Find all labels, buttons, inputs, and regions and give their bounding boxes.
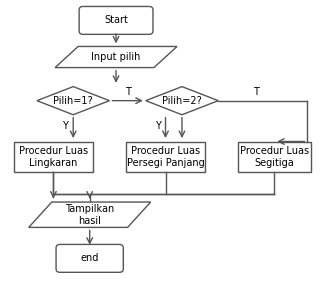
Text: T: T (125, 87, 130, 97)
Text: Pilih=1?: Pilih=1? (53, 96, 93, 106)
FancyBboxPatch shape (56, 245, 123, 272)
Polygon shape (37, 87, 110, 115)
Text: Procedur Luas
Lingkaran: Procedur Luas Lingkaran (19, 146, 88, 168)
Text: Start: Start (104, 15, 128, 25)
Text: Pilih=2?: Pilih=2? (162, 96, 202, 106)
Bar (238, 142, 310, 172)
Text: Y: Y (155, 121, 161, 131)
Text: Y: Y (62, 121, 68, 131)
Text: end: end (80, 253, 99, 263)
Polygon shape (55, 46, 177, 68)
Bar (14, 142, 93, 172)
Text: Procedur Luas
Persegi Panjang: Procedur Luas Persegi Panjang (127, 146, 204, 168)
Polygon shape (29, 202, 151, 228)
Text: Procedur Luas
Segitiga: Procedur Luas Segitiga (240, 146, 309, 168)
FancyBboxPatch shape (79, 7, 153, 34)
Bar (126, 142, 205, 172)
Text: T: T (253, 87, 259, 97)
Text: Tampilkan
hasil: Tampilkan hasil (65, 204, 114, 226)
Text: Input pilih: Input pilih (91, 52, 141, 62)
Polygon shape (146, 87, 218, 115)
